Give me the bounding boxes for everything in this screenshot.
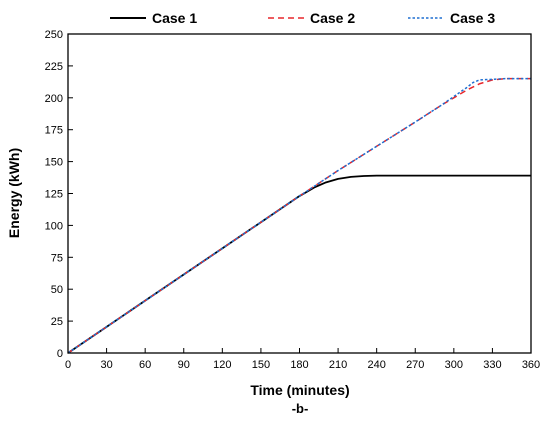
figure-caption: -b- <box>292 401 309 416</box>
x-tick-label: 240 <box>367 359 385 371</box>
series-line-2 <box>67 77 531 354</box>
x-tick-label: 60 <box>139 359 151 371</box>
x-tick-label: 210 <box>329 359 347 371</box>
y-tick-label: 200 <box>45 93 63 105</box>
series-layer <box>67 77 531 354</box>
legend: Case 1 Case 2 Case 3 <box>110 10 495 26</box>
y-tick-label: 75 <box>51 252 63 264</box>
y-tick-label: 225 <box>45 61 63 73</box>
legend-label-2: Case 2 <box>310 10 355 26</box>
legend-item-2: Case 2 <box>268 10 355 26</box>
y-tick-label: 175 <box>45 125 63 137</box>
x-tick-label: 0 <box>65 359 71 371</box>
y-tick-label: 100 <box>45 220 63 232</box>
y-tick-label: 25 <box>51 316 63 328</box>
legend-item-1: Case 1 <box>110 10 197 26</box>
y-axis-title: Energy (kWh) <box>6 148 22 238</box>
x-axis-title: Time (minutes) <box>250 382 349 398</box>
x-tick-label: 120 <box>213 359 231 371</box>
y-tick-label: 0 <box>57 348 63 360</box>
tick-labels: 0 30 60 90 120 150 180 210 240 270 300 330 360 0 25 50 7… <box>45 29 541 371</box>
x-tick-label: 150 <box>252 359 270 371</box>
y-tick-label: 150 <box>45 157 63 169</box>
x-tick-label: 330 <box>483 359 501 371</box>
legend-item-3: Case 3 <box>408 10 495 26</box>
y-tick-label: 125 <box>45 189 63 201</box>
y-tick-label: 250 <box>45 29 63 41</box>
y-tick-label: 50 <box>51 284 63 296</box>
x-tick-label: 30 <box>100 359 112 371</box>
x-tick-label: 360 <box>522 359 540 371</box>
legend-label-3: Case 3 <box>450 10 495 26</box>
axes <box>67 33 532 354</box>
series-line-1 <box>67 174 531 354</box>
legend-label-1: Case 1 <box>152 10 197 26</box>
series-line-3 <box>67 77 531 354</box>
x-tick-label: 300 <box>445 359 463 371</box>
x-tick-label: 270 <box>406 359 424 371</box>
x-tick-label: 180 <box>290 359 308 371</box>
x-tick-label: 90 <box>178 359 190 371</box>
